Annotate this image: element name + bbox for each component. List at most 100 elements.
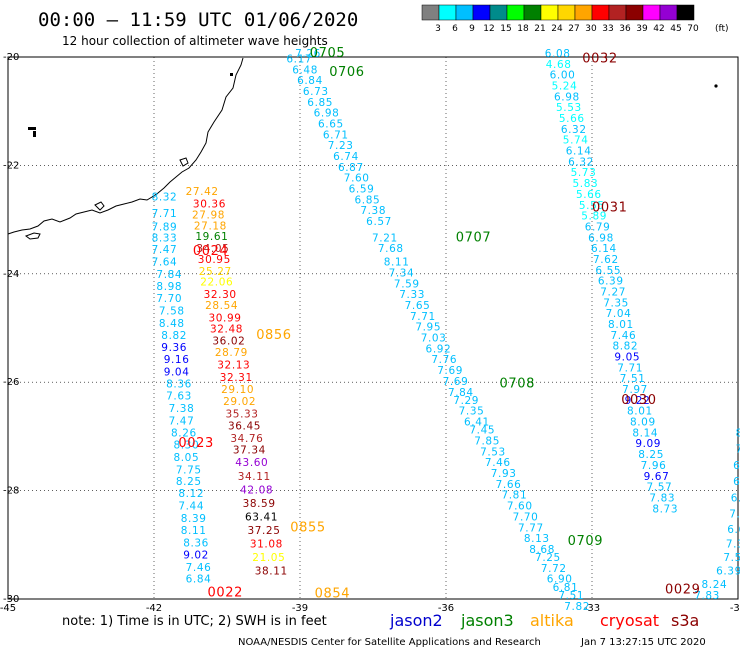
wave-height-value-cryosat: 38.11 <box>255 566 288 578</box>
wave-height-value-jason2: 8.48 <box>159 318 185 330</box>
wave-height-value-jason2: 7.84 <box>156 269 182 281</box>
wave-height-value-jason3: 7.59 <box>394 278 420 290</box>
wave-height-value-jason3: 7.69 <box>443 376 469 388</box>
wave-height-value-jason3: 7.51 <box>558 590 584 602</box>
wave-height-value-jason2: 8.82 <box>161 330 187 342</box>
wave-height-value-jason3: 6.41 <box>464 417 490 429</box>
pass-time-label: 0029 <box>665 583 700 598</box>
island-glyphs <box>28 73 718 137</box>
wave-height-value-jason3: 7.66 <box>496 479 522 491</box>
legend-jason3: jason3 <box>460 611 514 630</box>
wave-height-value-s3a: 7.27 <box>600 286 626 298</box>
wave-height-value-jason3: 6.87 <box>338 162 364 174</box>
wave-height-value-jason2: 8.32 <box>152 192 178 204</box>
wave-height-value-cryosat: 30.95 <box>198 254 231 266</box>
wave-height-value-jason3: 7.23 <box>328 140 354 152</box>
y-tick-label: -28 <box>3 486 19 497</box>
wave-height-value-jason3: 6.59 <box>349 184 375 196</box>
wave-height-value-jason3: 7.81 <box>501 490 527 502</box>
colorbar-swatch <box>557 4 576 21</box>
wave-height-value-cryosat: 27.18 <box>194 220 227 232</box>
wave-height-value-altika: 7.83 <box>694 590 720 602</box>
wave-height-value-s3a: 6.32 <box>561 124 587 136</box>
wave-height-value-jason3: 7.03 <box>421 333 447 345</box>
wave-height-value-jason2: 7.47 <box>152 244 178 256</box>
wave-height-value-jason3: 7.68 <box>378 243 404 255</box>
wave-height-value-cryosat: 43.60 <box>235 457 268 469</box>
wave-height-value-s3a: 9.22 <box>625 395 651 407</box>
wave-height-values: 7.266.176.486.846.736.856.986.656.717.23… <box>152 48 740 613</box>
wave-height-value-jason3: 7.95 <box>415 322 441 334</box>
wave-height-value-altika: 6.9 <box>733 476 740 488</box>
wave-height-value-cryosat: 28.54 <box>205 300 238 312</box>
wave-height-value-altika: 6.15 <box>731 492 740 504</box>
wave-height-value-s3a: 6.55 <box>595 265 621 277</box>
wave-height-value-cryosat: 38.59 <box>243 498 276 510</box>
wave-height-value-s3a: 7.04 <box>606 308 632 320</box>
wave-height-value-cryosat: 21.05 <box>252 552 285 564</box>
wave-height-value-cryosat: 34.05 <box>196 243 229 255</box>
colorbar-swatch <box>642 4 661 21</box>
wave-height-value-jason2: 7.89 <box>152 221 178 233</box>
wave-height-value-cryosat: 25.27 <box>199 266 232 278</box>
wave-height-value-cryosat: 36.02 <box>212 335 245 347</box>
wave-height-value-cryosat: 35.33 <box>226 408 259 420</box>
wave-height-value-cryosat: 22.06 <box>200 277 233 289</box>
pass-time-label: 0856 <box>256 328 291 343</box>
wave-height-value-s3a: 6.14 <box>566 146 592 158</box>
colorbar-swatch <box>608 4 627 21</box>
wave-height-value-jason3: 7.25 <box>535 552 561 564</box>
satellite-legend: jason2 jason3 altika cryosat s3a <box>389 611 699 630</box>
x-tick-label: -39 <box>292 603 308 614</box>
wave-height-value-altika: 8 <box>736 427 740 439</box>
wave-height-value-s3a: 8.01 <box>627 406 653 418</box>
wave-height-value-s3a: 6.14 <box>591 243 617 255</box>
wave-height-value-jason2: 8.11 <box>181 525 207 537</box>
wave-height-value-s3a: 6.00 <box>550 70 576 82</box>
wave-height-value-jason2: 9.02 <box>183 549 209 561</box>
wave-height-value-s3a: 7.46 <box>610 330 636 342</box>
colorbar-swatch <box>489 4 508 21</box>
wave-height-value-jason2: 8.33 <box>152 232 178 244</box>
wave-height-value-jason3: 7.46 <box>485 457 511 469</box>
wave-height-value-s3a: 5.55 <box>579 200 605 212</box>
colorbar-label: 24 <box>551 24 563 34</box>
wave-height-value-jason3: 6.81 <box>553 582 579 594</box>
colorbar-unit: (ft) <box>715 24 729 34</box>
colorbar-swatch <box>625 4 644 21</box>
wave-height-value-cryosat: 42.08 <box>240 484 273 496</box>
wave-height-value-jason3: 6.71 <box>323 129 349 141</box>
wave-height-value-jason2: 6.84 <box>186 574 212 586</box>
colorbar-swatch <box>438 4 457 21</box>
wave-height-value-jason3: 7.26 <box>295 48 321 60</box>
colorbar-label: 6 <box>452 24 458 34</box>
wave-height-value-jason3: 6.48 <box>292 64 318 76</box>
pass-time-label: 0854 <box>315 586 350 601</box>
wave-height-value-cryosat: 34.11 <box>238 471 271 483</box>
wave-height-value-altika: 7.38 <box>726 539 740 551</box>
colorbar-swatch <box>455 4 474 21</box>
credit-line: NOAA/NESDIS Center for Satellite Applica… <box>238 637 541 648</box>
pass-time-label: 0855 <box>290 520 325 535</box>
wave-height-value-jason3: 7.38 <box>360 205 386 217</box>
colorbar-label: 3 <box>435 24 441 34</box>
wave-height-value-s3a: 5.53 <box>556 102 582 114</box>
wave-height-value-cryosat: 19.61 <box>195 231 228 243</box>
wave-height-value-s3a: 7.62 <box>593 254 619 266</box>
coastline <box>7 57 244 240</box>
wave-height-value-s3a: 5.83 <box>573 178 599 190</box>
wave-height-value-s3a: 7.83 <box>649 492 675 504</box>
wave-height-value-jason2: 7.47 <box>169 415 195 427</box>
wave-height-value-jason3: 6.92 <box>426 343 452 355</box>
colorbar-label: 30 <box>585 24 597 34</box>
wave-height-value-cryosat: 32.13 <box>217 360 250 372</box>
wave-height-value-altika: 6.9 <box>733 460 740 472</box>
pass-time-label: 0023 <box>178 436 213 451</box>
x-tick-label: -36 <box>438 603 454 614</box>
wave-height-value-cryosat: 27.98 <box>192 210 225 222</box>
colorbar-label: 42 <box>653 24 664 34</box>
wave-height-value-jason2: 9.36 <box>161 342 187 354</box>
colorbar-label: 18 <box>517 24 529 34</box>
wave-height-value-s3a: 7.71 <box>617 362 643 374</box>
wave-height-value-jason3: 6.90 <box>547 574 573 586</box>
